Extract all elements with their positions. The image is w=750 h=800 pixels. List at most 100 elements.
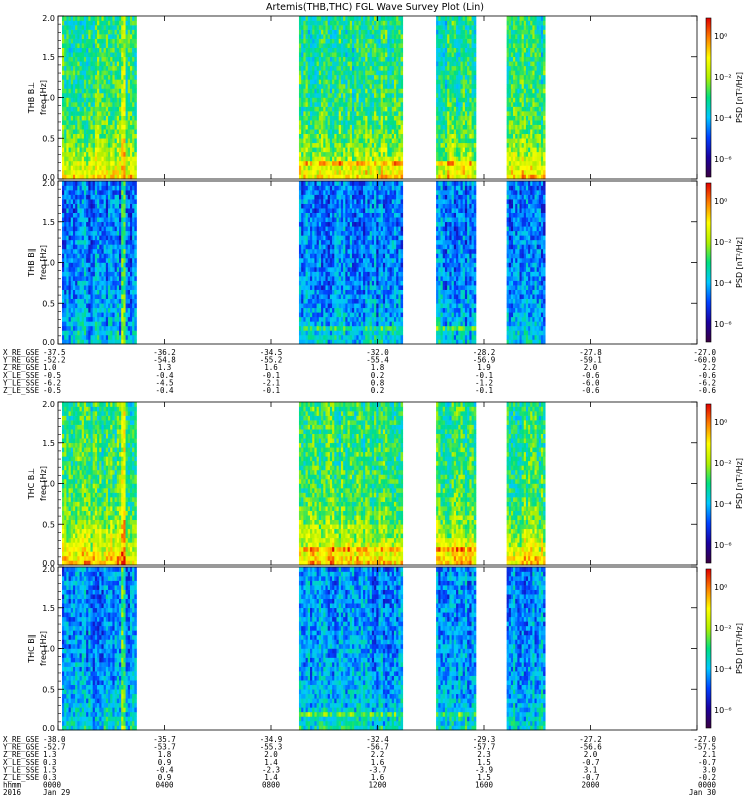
spectrogram-cell xyxy=(530,97,533,103)
spectrogram-cell xyxy=(462,97,466,103)
spectrogram-cell xyxy=(376,38,379,44)
spectrogram-cell xyxy=(97,253,100,259)
spectrogram-cell xyxy=(103,34,107,39)
spectrogram-cell xyxy=(70,253,74,259)
spectrogram-cell xyxy=(86,199,89,204)
spectrogram-cell xyxy=(473,83,477,89)
spectrogram-cell xyxy=(513,147,516,153)
spectrogram-cell xyxy=(469,115,472,121)
spectrogram-cell xyxy=(378,92,381,98)
spectrogram-cell xyxy=(351,102,355,107)
spectrogram-cell xyxy=(90,230,93,236)
spectrogram-cell xyxy=(61,38,65,44)
spectrogram-cell xyxy=(108,56,111,62)
spectrogram-cell xyxy=(134,65,137,71)
spectrogram-cell xyxy=(112,47,115,53)
spectrogram-cell xyxy=(305,47,309,53)
spectrogram-cell xyxy=(467,106,470,112)
spectrogram-cell xyxy=(68,52,72,58)
spectrogram-cell xyxy=(438,106,441,112)
spectrogram-cell xyxy=(464,106,468,112)
spectrogram-cell xyxy=(371,120,375,125)
spectrogram-cell xyxy=(460,20,463,26)
spectrogram-cell xyxy=(318,38,322,44)
spectrogram-cell xyxy=(360,165,364,171)
spectrogram-cell xyxy=(360,79,364,85)
spectrogram-cell xyxy=(338,43,342,48)
spectrogram-cell xyxy=(513,16,516,21)
spectrogram-cell xyxy=(360,133,364,139)
spectrogram-cell xyxy=(515,83,518,89)
spectrogram-cell xyxy=(400,25,404,30)
spectrogram-cell xyxy=(72,92,76,98)
spectrogram-cell xyxy=(305,147,309,153)
spectrogram-cell xyxy=(88,185,91,191)
spectrogram-cell xyxy=(347,147,351,153)
spectrogram-cell xyxy=(360,34,364,39)
spectrogram-cell xyxy=(382,47,386,53)
spectrogram-cell xyxy=(77,88,80,94)
spectrogram-cell xyxy=(528,106,531,112)
spectrogram-cell xyxy=(108,151,111,157)
spectrogram-cell xyxy=(400,115,404,121)
spectrogram-cell xyxy=(517,174,520,180)
spectrogram-cell xyxy=(77,230,80,236)
spectrogram-cell xyxy=(64,334,67,340)
spectrogram-cell xyxy=(438,147,441,153)
spectrogram-cell xyxy=(396,79,399,85)
spectrogram-cell xyxy=(61,20,65,26)
spectrogram-cell xyxy=(123,115,126,121)
spectrogram-cell xyxy=(351,83,355,89)
spectrogram-cell xyxy=(121,106,124,112)
spectrogram-cell xyxy=(329,88,333,94)
spectrogram-cell xyxy=(127,92,131,98)
spectrogram-cell xyxy=(61,165,65,171)
spectrogram-cell xyxy=(108,97,111,103)
spectrogram-cell xyxy=(99,151,102,157)
spectrogram-cell xyxy=(97,203,100,209)
spectrogram-cell xyxy=(97,239,100,245)
spectrogram-cell xyxy=(92,339,96,345)
spectrogram-cell xyxy=(105,92,109,98)
spectrogram-cell xyxy=(88,65,91,71)
spectrogram-cell xyxy=(508,70,512,76)
spectrogram-cell xyxy=(70,181,74,186)
spectrogram-cell xyxy=(66,271,69,277)
spectrogram-cell xyxy=(436,79,439,85)
spectrogram-cell xyxy=(61,151,65,157)
spectrogram-cell xyxy=(86,65,89,71)
spectrogram-cell xyxy=(129,61,133,67)
spectrogram-cell xyxy=(371,115,375,121)
spectrogram-cell xyxy=(371,142,375,148)
spectrogram-cell xyxy=(438,52,441,58)
spectrogram-cell xyxy=(356,133,359,139)
spectrogram-cell xyxy=(94,285,98,290)
spectrogram-cell xyxy=(360,20,364,26)
spectrogram-cell xyxy=(318,106,322,112)
spectrogram-cell xyxy=(92,262,96,268)
spectrogram-cell xyxy=(453,124,457,130)
spectrogram-cell xyxy=(325,169,328,175)
spectrogram-cell xyxy=(521,38,525,44)
spectrogram-cell xyxy=(530,79,533,85)
spectrogram-cell xyxy=(358,120,362,125)
spectrogram-cell xyxy=(367,106,370,112)
spectrogram-cell xyxy=(75,316,78,322)
spectrogram-cell xyxy=(103,106,107,112)
spectrogram-cell xyxy=(543,165,546,171)
spectrogram-cell xyxy=(132,38,135,44)
spectrogram-cell xyxy=(354,115,357,121)
spectrogram-cell xyxy=(374,20,377,26)
spectrogram-cell xyxy=(447,160,450,166)
spectrogram-cell xyxy=(123,138,126,144)
spectrogram-cell xyxy=(101,217,104,223)
spectrogram-cell xyxy=(382,124,386,130)
spectrogram-cell xyxy=(391,47,395,53)
spectrogram-cell xyxy=(314,115,317,121)
spectrogram-cell xyxy=(90,194,93,200)
spectrogram-cell xyxy=(538,111,542,116)
spectrogram-cell xyxy=(92,151,96,157)
spectrogram-cell xyxy=(108,43,111,48)
spectrogram-cell xyxy=(351,169,355,175)
spectrogram-cell xyxy=(460,65,463,71)
